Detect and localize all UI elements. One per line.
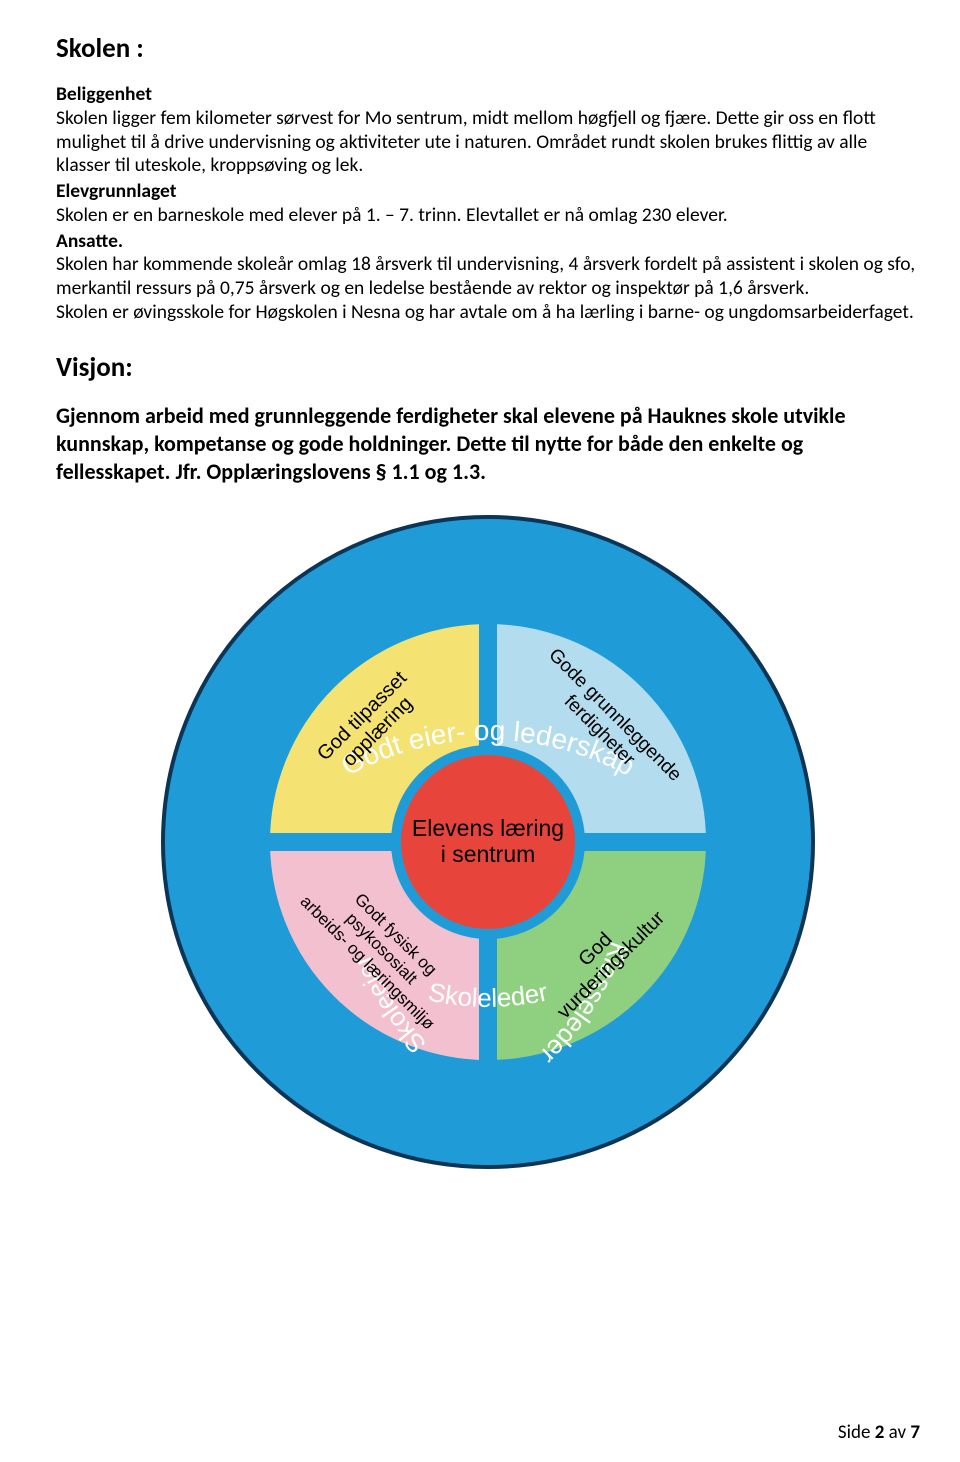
ansatte-heading: Ansatte. — [56, 229, 123, 253]
visjon-paragraph: Gjennom arbeid med grunnleggende ferdigh… — [56, 402, 920, 486]
footer-middle: av — [884, 1421, 910, 1444]
footer-prefix: Side — [838, 1421, 875, 1444]
footer-total: 7 — [910, 1421, 920, 1444]
center-label-1: Elevens læring — [412, 815, 564, 841]
page-footer: Side 2 av 7 — [838, 1421, 920, 1444]
visjon-heading: Visjon: — [56, 351, 920, 384]
skolen-heading: Skolen : — [56, 32, 920, 65]
diagram-svg: Godt eier- og lederskap Skoleleder Skole… — [158, 512, 818, 1172]
center-label-2: i sentrum — [441, 841, 536, 867]
beliggenhet-paragraph: Skolen ligger fem kilometer sørvest for … — [56, 106, 876, 178]
beliggenhet-heading: Beliggenhet — [56, 82, 152, 106]
ansatte-block: Ansatte. Skolen har kommende skoleår oml… — [56, 230, 920, 325]
diagram-container: Godt eier- og lederskap Skoleleder Skole… — [56, 512, 920, 1172]
circle-diagram: Godt eier- og lederskap Skoleleder Skole… — [158, 512, 818, 1172]
elevgrunnlaget-heading: Elevgrunnlaget — [56, 179, 177, 203]
footer-page: 2 — [875, 1421, 885, 1444]
beliggenhet-block: Beliggenhet Skolen ligger fem kilometer … — [56, 83, 920, 178]
elevgrunnlaget-block: Elevgrunnlaget Skolen er en barneskole m… — [56, 180, 920, 228]
ansatte-paragraph-1: Skolen har kommende skoleår omlag 18 års… — [56, 252, 915, 300]
ansatte-paragraph-2: Skolen er øvingsskole for Høgskolen i Ne… — [56, 300, 914, 324]
elevgrunnlaget-paragraph: Skolen er en barneskole med elever på 1.… — [56, 203, 728, 227]
